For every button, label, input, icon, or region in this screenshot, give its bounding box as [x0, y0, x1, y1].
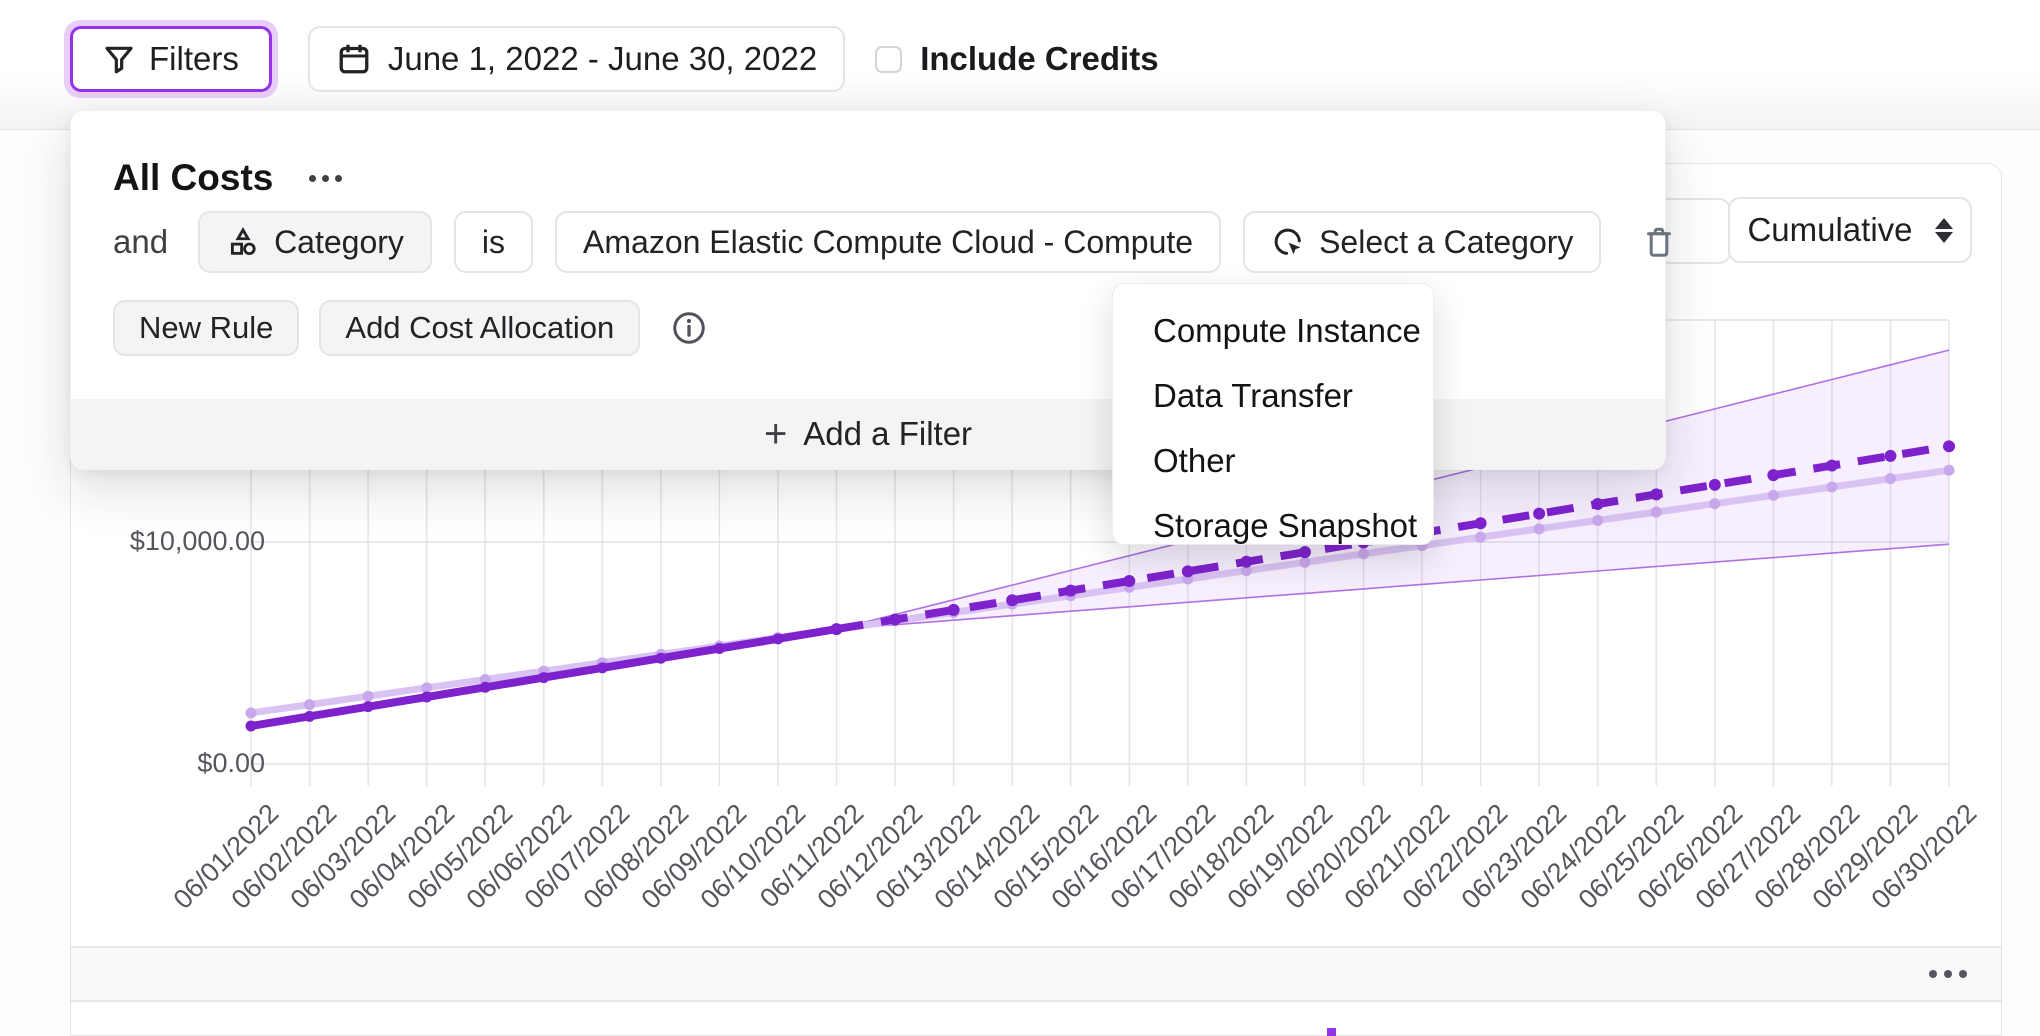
include-credits-group: Include Credits — [875, 40, 1159, 78]
rule-field-label: Category — [274, 223, 404, 260]
calendar-icon — [339, 44, 369, 74]
info-icon[interactable] — [670, 309, 708, 347]
chart-footer-bar — [71, 946, 2001, 1002]
filter-panel-header: All Costs — [113, 157, 343, 199]
rule-operator-button[interactable]: is — [453, 211, 534, 273]
add-cost-allocation-label: Add Cost Allocation — [345, 310, 615, 345]
select-category-button[interactable]: Select a Category — [1243, 211, 1602, 273]
date-range-button[interactable]: June 1, 2022 - June 30, 2022 — [307, 26, 846, 92]
date-range-label: June 1, 2022 - June 30, 2022 — [387, 40, 818, 77]
new-rule-button[interactable]: New Rule — [113, 300, 300, 356]
filter-panel-title: All Costs — [113, 157, 274, 198]
new-rule-label: New Rule — [139, 310, 274, 345]
cursor-click-icon — [1274, 228, 1301, 255]
include-credits-checkbox[interactable] — [875, 45, 903, 73]
filter-rule-row: and Category is Amazon Elastic Compute C… — [113, 211, 1677, 273]
shapes-icon — [231, 227, 256, 256]
include-credits-label: Include Credits — [920, 40, 1159, 77]
delete-rule-button[interactable] — [1641, 223, 1677, 261]
sort-arrows-icon — [1934, 217, 1953, 243]
filters-toolbar: Filters June 1, 2022 - June 30, 2022 Inc… — [64, 20, 1159, 98]
panel-menu-button[interactable] — [309, 174, 343, 182]
dropdown-item-other[interactable]: Other — [1153, 441, 1236, 479]
dropdown-item-compute-instance[interactable]: Compute Instance — [1153, 311, 1421, 349]
rule-actions-row: New Rule Add Cost Allocation — [113, 300, 708, 356]
filters-button[interactable]: Filters — [70, 26, 272, 92]
funnel-icon — [105, 46, 133, 74]
partial-bar-below-fold — [1327, 1028, 1336, 1036]
y-axis-tick-label: $0.00 — [197, 748, 265, 778]
select-category-label: Select a Category — [1319, 223, 1574, 260]
cumulative-select-value: Cumulative — [1747, 211, 1913, 248]
trash-icon — [1647, 227, 1672, 257]
dropdown-item-data-transfer[interactable]: Data Transfer — [1153, 376, 1353, 414]
rule-operator-label: is — [481, 223, 506, 260]
rule-value-label: Amazon Elastic Compute Cloud - Compute — [583, 223, 1194, 260]
rule-value-button[interactable]: Amazon Elastic Compute Cloud - Compute — [555, 211, 1222, 273]
footer-menu-button[interactable] — [1929, 970, 1967, 978]
filters-button-label: Filters — [149, 40, 239, 77]
add-filter-label: Add a Filter — [803, 415, 973, 452]
rule-field-button[interactable]: Category — [198, 211, 432, 273]
add-cost-allocation-button[interactable]: Add Cost Allocation — [319, 300, 641, 356]
filters-button-focus-ring: Filters — [64, 20, 278, 98]
dropdown-item-storage-snapshot[interactable]: Storage Snapshot — [1153, 506, 1418, 544]
category-dropdown: Compute Instance Data Transfer Other Storag… — [1112, 283, 1434, 545]
cumulative-select[interactable]: Cumulative — [1728, 197, 1972, 263]
rule-conjunction-label: and — [113, 223, 169, 260]
y-axis-tick-label: $10,000.00 — [129, 526, 265, 556]
